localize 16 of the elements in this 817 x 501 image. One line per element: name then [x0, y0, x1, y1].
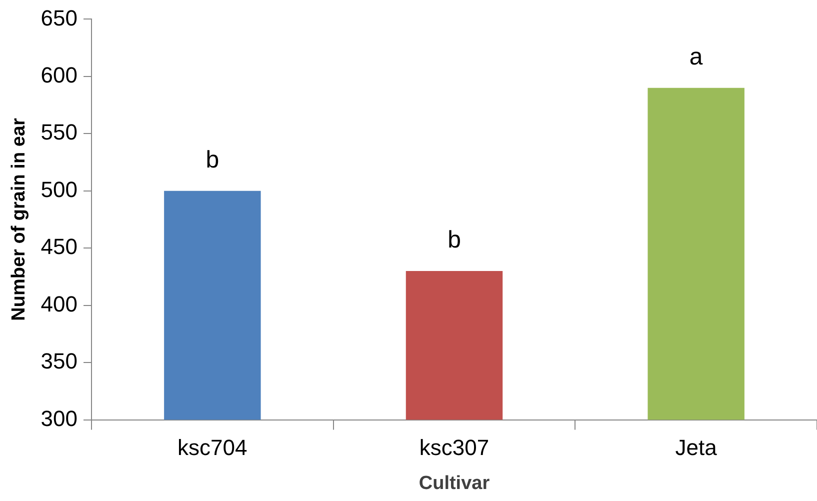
y-tick-label: 400	[40, 291, 78, 316]
x-tick-label: ksc307	[419, 435, 490, 460]
annotation: b	[206, 146, 220, 174]
annotation: b	[448, 226, 461, 254]
y-tick-label: 650	[40, 5, 78, 30]
y-tick-label: 600	[40, 62, 78, 88]
x-axis-title: Cultivar	[418, 472, 490, 494]
x-tick-label: ksc704	[178, 435, 248, 460]
y-tick-label: 300	[40, 406, 78, 431]
y-tick-label: 550	[40, 120, 78, 145]
y-tick-label: 500	[40, 176, 78, 202]
y-tick-label: 350	[40, 348, 78, 374]
x-tick-label: Jeta	[675, 435, 718, 460]
y-tick-label: 450	[40, 234, 78, 260]
y-axis-title: Number of grain in ear	[8, 118, 30, 321]
annotation: a	[689, 44, 704, 70]
